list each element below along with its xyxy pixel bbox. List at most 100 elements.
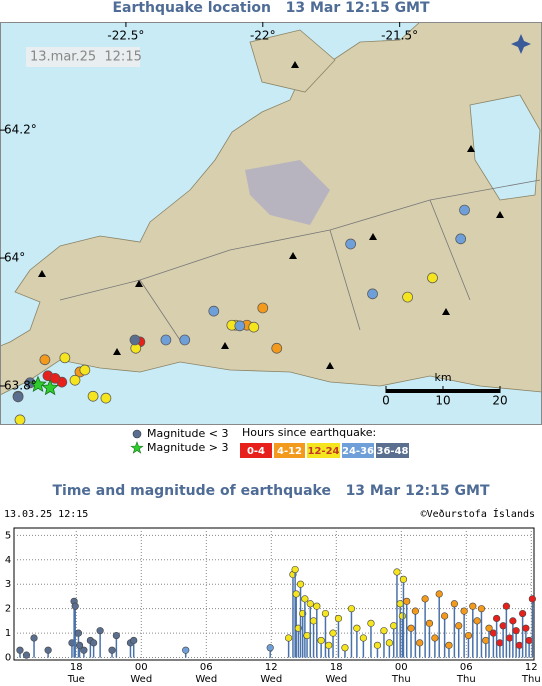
lon-tick-label: -22.5° xyxy=(107,29,144,43)
point xyxy=(266,644,274,652)
x-tick-day: Tue xyxy=(67,674,85,685)
point xyxy=(325,641,333,649)
point xyxy=(75,641,84,649)
point xyxy=(482,636,490,645)
point xyxy=(506,634,514,642)
x-tick-day: Wed xyxy=(195,674,217,685)
map xyxy=(0,22,542,425)
compass xyxy=(511,34,531,54)
point xyxy=(522,624,530,632)
scale-tick-label: 10 xyxy=(435,394,450,408)
legend: Magnitude < 3 Magnitude > 3 Hours since … xyxy=(130,426,409,458)
x-tick-label: 06 xyxy=(460,662,473,673)
point xyxy=(469,602,477,610)
x-tick-label: 12 xyxy=(525,662,538,673)
point xyxy=(313,602,321,610)
point xyxy=(411,607,419,615)
point xyxy=(464,631,473,640)
point xyxy=(16,646,24,654)
x-tick-day: Wed xyxy=(325,674,347,685)
point xyxy=(334,614,343,623)
legend-label: Magnitude < 3 xyxy=(147,427,229,440)
map-title: Earthquake location 13 Mar 12:15 GMT xyxy=(112,0,430,16)
point xyxy=(182,646,190,654)
point xyxy=(403,597,411,605)
large-quake xyxy=(41,378,59,396)
point xyxy=(512,627,520,635)
point xyxy=(301,595,309,603)
point xyxy=(398,612,406,620)
point xyxy=(489,629,497,637)
quake xyxy=(208,305,220,317)
point xyxy=(112,631,120,640)
quake xyxy=(367,288,378,300)
point xyxy=(509,617,517,625)
point xyxy=(380,627,388,635)
legend-swatch xyxy=(240,443,272,458)
point xyxy=(22,651,31,659)
point xyxy=(90,639,98,647)
point xyxy=(30,634,38,642)
quake xyxy=(234,320,246,332)
timestamp-box xyxy=(26,47,140,67)
point xyxy=(80,646,88,654)
legend-label: 4-12 xyxy=(277,446,302,457)
point xyxy=(485,624,493,632)
y-tick-label: 1 xyxy=(5,628,11,639)
quake xyxy=(179,334,191,346)
quake xyxy=(14,414,26,425)
quake xyxy=(59,352,71,364)
quake xyxy=(100,392,112,404)
point xyxy=(450,600,458,608)
quake xyxy=(87,390,99,402)
legend-swatch xyxy=(376,443,409,458)
point xyxy=(525,636,533,645)
map-timestamp: 13.mar.25 12:15 xyxy=(30,50,142,65)
quake xyxy=(69,374,81,386)
point xyxy=(96,627,104,635)
point xyxy=(399,575,408,583)
quake xyxy=(129,334,141,346)
point xyxy=(499,622,507,630)
scale-unit: km xyxy=(434,371,451,384)
point xyxy=(431,634,439,642)
y-tick-label: 4 xyxy=(5,555,11,566)
point xyxy=(385,639,393,647)
y-tick-label: 0 xyxy=(5,653,11,664)
quake xyxy=(271,342,283,354)
point xyxy=(445,641,453,649)
point xyxy=(353,624,361,632)
x-tick-day: Wed xyxy=(130,674,152,685)
y-tick-label: 2 xyxy=(5,604,11,615)
point xyxy=(441,612,449,620)
point xyxy=(359,634,367,642)
point xyxy=(321,609,330,618)
quake xyxy=(248,321,260,333)
quake xyxy=(79,364,91,376)
quake xyxy=(257,302,269,314)
point xyxy=(421,595,429,603)
quake xyxy=(459,204,470,216)
point xyxy=(473,617,481,625)
point xyxy=(416,639,424,647)
point xyxy=(74,629,83,637)
quake xyxy=(39,354,51,366)
x-tick-day: Wed xyxy=(260,674,282,685)
x-tick-day: Thu xyxy=(521,674,541,685)
point xyxy=(502,602,510,610)
point xyxy=(390,622,398,630)
point xyxy=(425,619,434,627)
point xyxy=(341,644,349,652)
x-tick-label: 00 xyxy=(135,662,148,673)
x-tick-day: Thu xyxy=(456,674,476,685)
point xyxy=(528,595,536,603)
legend-title: Hours since earthquake: xyxy=(242,426,376,439)
large-quake xyxy=(29,375,47,393)
point xyxy=(296,580,305,588)
legend-marker xyxy=(132,429,142,439)
lat-tick-label: 64° xyxy=(4,251,25,265)
x-tick-label: 18 xyxy=(330,662,343,673)
y-tick-label: 5 xyxy=(5,530,11,541)
point xyxy=(317,636,325,645)
